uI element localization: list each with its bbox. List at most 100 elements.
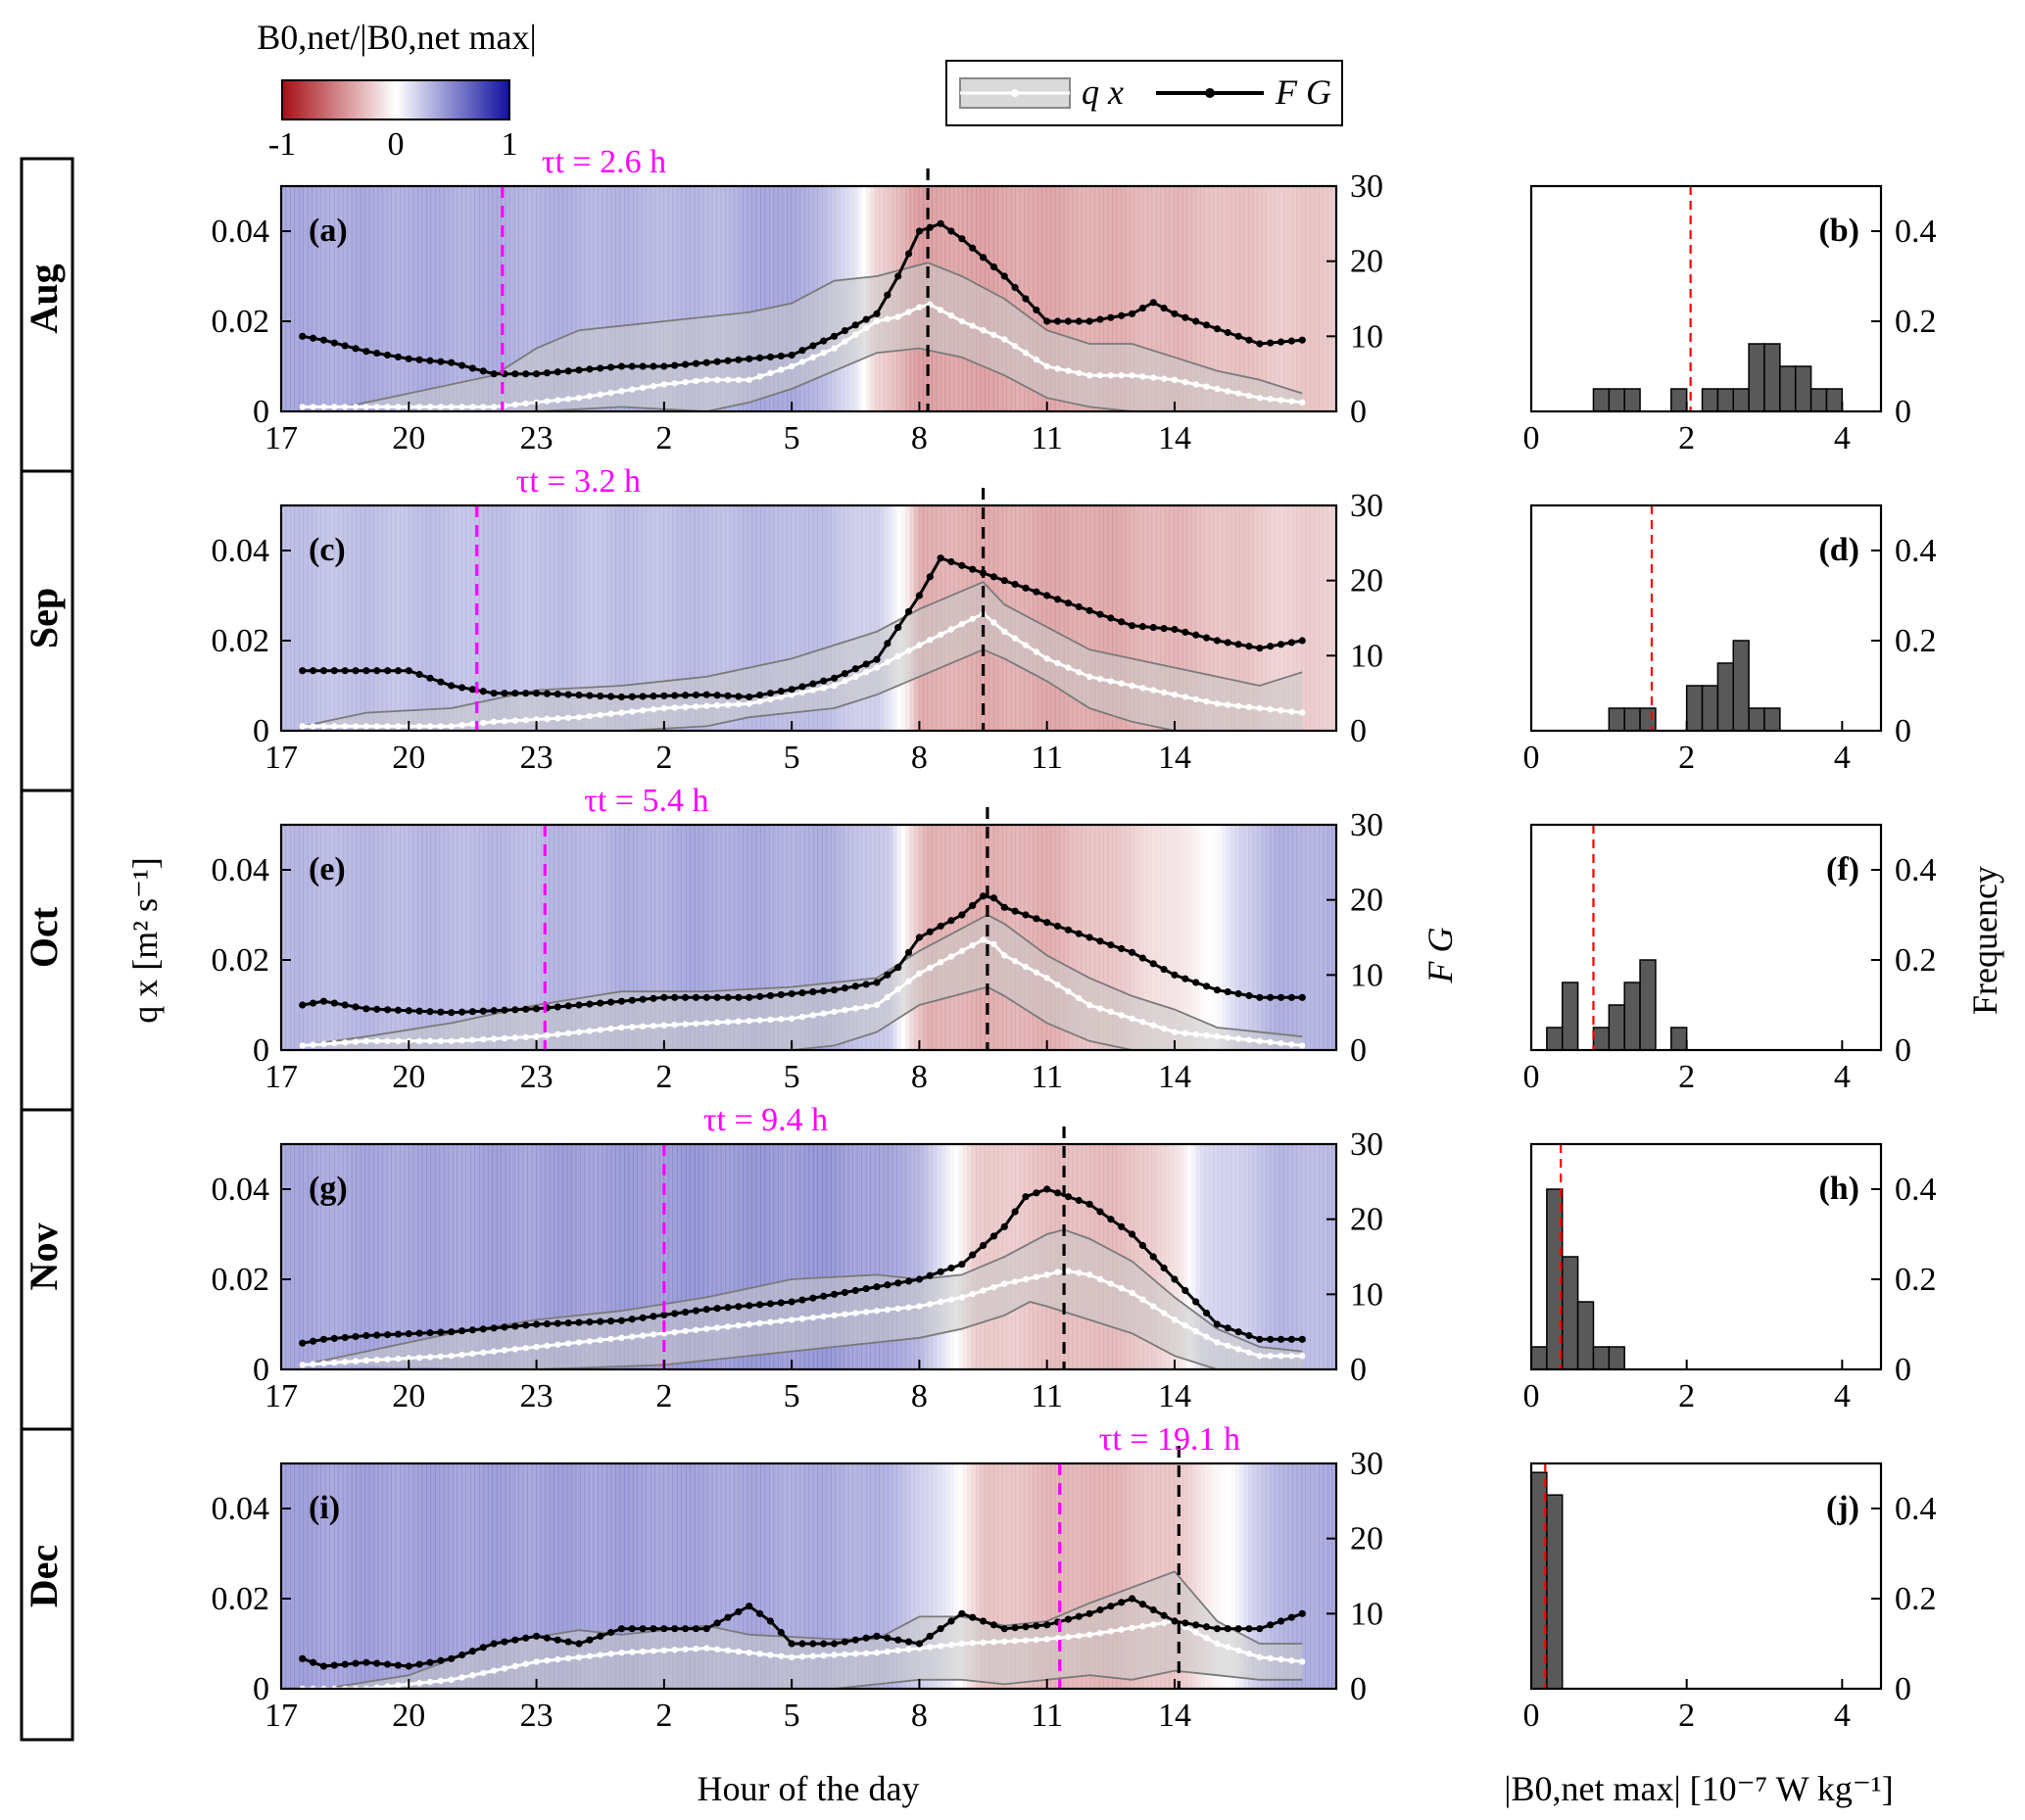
fg-point <box>522 1634 530 1642</box>
fg-point <box>1287 1613 1296 1621</box>
fg-point <box>586 365 594 373</box>
qx-point <box>650 382 657 390</box>
qx-point <box>1054 982 1061 988</box>
qx-point <box>1214 1033 1221 1040</box>
qx-point <box>544 715 551 723</box>
hist-bar <box>1608 1004 1625 1051</box>
qx-point <box>480 1669 487 1677</box>
qx-tick: 0 <box>253 1352 269 1388</box>
fg-point <box>1298 336 1306 344</box>
fg-point <box>1171 625 1179 634</box>
hist-bar <box>1592 388 1611 412</box>
qx-point <box>1278 397 1284 404</box>
qx-point <box>1011 1637 1019 1645</box>
qx-tick: 0.04 <box>212 214 270 250</box>
qx-point <box>1150 1621 1157 1628</box>
qx-point <box>1139 685 1146 692</box>
qx-point <box>1267 396 1274 403</box>
qx-series <box>299 301 1306 410</box>
qx-point <box>1214 1640 1221 1648</box>
fg-point <box>798 988 806 997</box>
hour-tick: 5 <box>784 740 800 776</box>
fg-point <box>904 250 913 258</box>
fg-point <box>1202 1309 1211 1317</box>
fg-point <box>617 997 626 1005</box>
hist-y-tick: 0.2 <box>1895 1262 1937 1298</box>
fg-point <box>735 993 743 1001</box>
qx-tick: 0.04 <box>212 533 270 569</box>
qx-point <box>894 985 901 993</box>
fg-point <box>1213 986 1222 994</box>
qx-point <box>362 1037 370 1045</box>
fg-point <box>426 357 434 364</box>
qx-point <box>575 714 583 721</box>
qx-point <box>1181 378 1189 386</box>
fg-point <box>1277 1335 1285 1343</box>
hist-x-tick: 2 <box>1678 1059 1695 1095</box>
fg-point <box>1033 1622 1040 1630</box>
qx-point <box>533 1658 540 1665</box>
fg-point <box>373 667 381 675</box>
fg-point <box>575 366 583 374</box>
fg-point <box>1085 1609 1093 1617</box>
fg-point <box>947 1264 955 1272</box>
fg-point <box>564 1638 572 1646</box>
fg-point <box>554 368 561 376</box>
fg-point <box>468 1648 477 1655</box>
qx-point <box>1129 372 1135 379</box>
qx-point <box>980 936 987 943</box>
fg-point <box>1192 1298 1200 1306</box>
qx-point <box>767 1652 774 1658</box>
qx-point <box>767 1318 774 1325</box>
qx-point <box>522 1344 529 1352</box>
qx-point <box>607 1335 614 1343</box>
qx-point <box>703 702 710 709</box>
fg-point <box>597 1317 604 1325</box>
qx-point <box>480 1035 487 1043</box>
qx-point <box>469 1350 476 1358</box>
qx-point <box>884 658 892 666</box>
fg-point <box>373 349 381 358</box>
qx-point <box>980 327 987 334</box>
qx-point <box>713 701 721 709</box>
qx-point <box>969 322 976 329</box>
fg-point <box>915 1640 924 1648</box>
hist-bar <box>1732 388 1750 412</box>
qx-point <box>426 1354 434 1361</box>
qx-point <box>1225 1644 1231 1651</box>
qx-point <box>426 404 434 410</box>
qx-point <box>1256 704 1264 712</box>
fg-point <box>777 1628 785 1637</box>
qx-point <box>1278 1039 1284 1047</box>
fg-point <box>532 1320 541 1328</box>
hist-y-tick: 0.4 <box>1895 533 1937 569</box>
qx-point <box>693 1645 699 1652</box>
fg-point <box>713 1305 721 1313</box>
qx-point <box>746 376 752 383</box>
fg-point <box>1096 315 1104 323</box>
qx-point <box>1139 373 1146 380</box>
fg-point <box>628 693 636 700</box>
fg-point <box>1128 1595 1136 1603</box>
hist-bar <box>1592 1027 1611 1051</box>
qx-point <box>554 1655 561 1663</box>
fg-point <box>1128 622 1136 630</box>
fg-point <box>479 1644 487 1652</box>
fg-point <box>671 1625 679 1633</box>
fg-tick: 30 <box>1350 168 1383 205</box>
histogram-oct: (f) 0 0.2 0.4 0 2 4 <box>1523 823 1937 1095</box>
qx-point <box>554 1030 561 1038</box>
fg-point <box>1107 1216 1115 1223</box>
fg-point <box>1256 645 1264 652</box>
fg-point <box>746 355 753 362</box>
fg-point <box>1171 1617 1179 1625</box>
qx-point <box>554 1341 561 1348</box>
fg-point <box>1022 1193 1030 1201</box>
qx-lower-line <box>536 1301 1303 1370</box>
fg-point <box>437 1008 445 1016</box>
hist-x-tick: 4 <box>1834 1059 1851 1095</box>
qx-point <box>1234 702 1242 709</box>
fg-point <box>671 361 679 369</box>
